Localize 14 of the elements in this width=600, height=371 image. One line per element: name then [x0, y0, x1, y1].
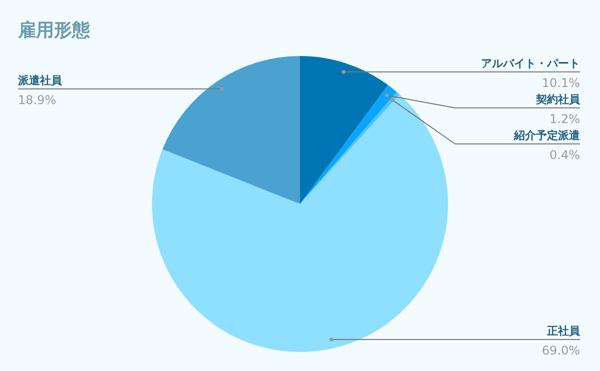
slice-label: 正社員 [546, 324, 581, 338]
data-label: 10.1% [542, 76, 580, 90]
data-label: 69.0% [542, 344, 580, 358]
slice-label: 契約社員 [535, 92, 581, 106]
slice-label: アルバイト・パート [481, 56, 580, 70]
data-label: 18.9% [18, 92, 56, 107]
pie-slice [152, 94, 448, 352]
pie-slice [162, 56, 300, 204]
data-label: 1.2% [550, 112, 580, 126]
slice-label: 紹介予定派遣 [513, 128, 580, 142]
chart-title: 雇用形態 [17, 20, 91, 41]
data-label: 0.4% [550, 148, 580, 162]
pie-slice [300, 56, 388, 204]
slice-label: 派遣社員 [17, 74, 63, 87]
